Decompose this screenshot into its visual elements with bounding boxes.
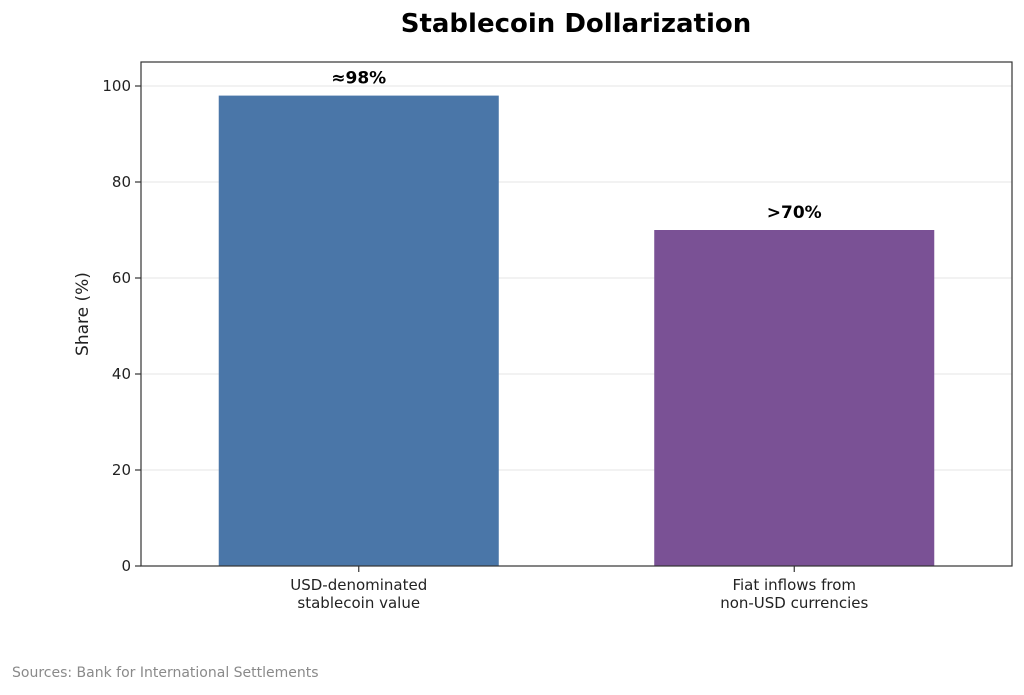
bar-1 (218, 95, 499, 566)
plot-frame (140, 61, 1013, 567)
bars (218, 95, 935, 566)
x-category-label: Fiat inflows from non-USD currencies (720, 576, 868, 612)
y-tick-label: 0 (121, 557, 131, 575)
bar-2 (654, 230, 935, 566)
y-tick-label: 100 (102, 77, 131, 95)
data-label: ≈98% (331, 69, 386, 89)
x-category-label: USD-denominated stablecoin value (290, 576, 427, 612)
x-category-label-line: Fiat inflows from (732, 576, 856, 594)
x-category-label-line: USD-denominated (290, 576, 427, 594)
source-note: Sources: Bank for International Settleme… (12, 665, 319, 681)
x-category-label-line: stablecoin value (297, 594, 420, 612)
chart-title: Stablecoin Dollarization (401, 9, 752, 39)
y-axis-ticks: 0 20 40 60 80 100 (102, 77, 141, 575)
data-labels: ≈98% >70% (331, 69, 821, 223)
y-tick-label: 20 (112, 461, 131, 479)
y-tick-label: 40 (112, 365, 131, 383)
y-axis-label: Share (%) (73, 272, 93, 356)
x-category-label-line: non-USD currencies (720, 594, 868, 612)
y-tick-label: 60 (112, 269, 131, 287)
x-axis-labels: USD-denominated stablecoin value Fiat infl… (290, 566, 868, 612)
y-tick-label: 80 (112, 173, 131, 191)
data-label: >70% (767, 203, 822, 223)
